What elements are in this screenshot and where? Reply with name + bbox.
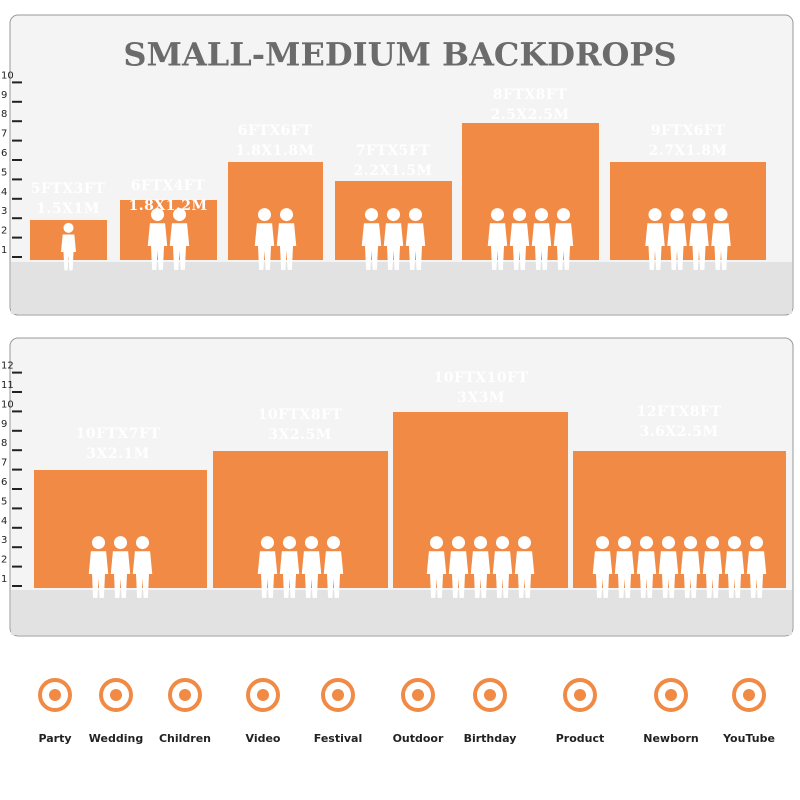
- use-label: Product: [556, 732, 605, 745]
- size-ft: 6FTX6FT: [238, 123, 313, 139]
- use-icon: [99, 678, 133, 712]
- size-m: 1.8X1.8M: [235, 143, 314, 159]
- scale-label: 5: [1, 167, 7, 178]
- scale-label: 6: [1, 148, 7, 159]
- scale-label: 7: [1, 129, 7, 140]
- size-m: 3X2.5M: [268, 427, 331, 443]
- use-label: Children: [159, 732, 211, 745]
- use-icon: [654, 678, 688, 712]
- use-icon-dot: [179, 689, 191, 701]
- scale-label: 8: [1, 438, 7, 449]
- backdrop: [610, 162, 766, 260]
- use-icon: [563, 678, 597, 712]
- floor: [11, 590, 792, 635]
- use-icon-dot: [412, 689, 424, 701]
- scale-label: 6: [1, 477, 7, 488]
- size-m: 1.5X1M: [36, 201, 99, 217]
- use-icon: [38, 678, 72, 712]
- size-ft: 10FTX8FT: [258, 407, 343, 423]
- scale-label: 12: [1, 361, 14, 372]
- use-icon: [401, 678, 435, 712]
- use-label: Video: [246, 732, 281, 745]
- size-m: 2.5X2.5M: [490, 107, 569, 123]
- size-ft: 6FTX4FT: [131, 178, 206, 194]
- scale-label: 11: [1, 380, 14, 391]
- size-ft: 7FTX5FT: [356, 143, 431, 159]
- backdrop: [213, 451, 388, 588]
- scale-label: 4: [1, 516, 7, 527]
- use-icon-dot: [484, 689, 496, 701]
- use-icon-dot: [332, 689, 344, 701]
- size-m: 1.8X1.2M: [128, 198, 207, 214]
- use-icon-dot: [49, 689, 61, 701]
- use-icon-dot: [574, 689, 586, 701]
- content: 123456789105FTX3FT1.5X1M6FTX4FT1.8X1.2M6…: [1, 70, 786, 745]
- size-m: 2.7X1.8M: [648, 143, 727, 159]
- use-icon-dot: [257, 689, 269, 701]
- use-icon-dot: [743, 689, 755, 701]
- size-ft: 5FTX3FT: [31, 181, 106, 197]
- size-ft: 10FTX7FT: [76, 426, 161, 442]
- size-m: 3X2.1M: [86, 446, 149, 462]
- size-m: 2.2X1.5M: [353, 163, 432, 179]
- use-icon-dot: [110, 689, 122, 701]
- scale-label: 5: [1, 496, 7, 507]
- size-ft: 12FTX8FT: [637, 404, 722, 420]
- scale-label: 7: [1, 458, 7, 469]
- scale-label: 2: [1, 555, 7, 566]
- use-icon: [168, 678, 202, 712]
- use-icon: [321, 678, 355, 712]
- use-icon-dot: [665, 689, 677, 701]
- use-icon: [473, 678, 507, 712]
- floor: [11, 262, 792, 314]
- backdrop: [228, 162, 323, 260]
- use-icon: [732, 678, 766, 712]
- use-label: Outdoor: [393, 732, 444, 745]
- title: SMALL-MEDIUM BACKDROPS: [123, 36, 676, 74]
- size-m: 3.6X2.5M: [639, 424, 718, 440]
- scale-label: 9: [1, 90, 7, 101]
- use-label: Festival: [314, 732, 362, 745]
- use-icon: [246, 678, 280, 712]
- scale-label: 4: [1, 187, 7, 198]
- use-label: YouTube: [722, 732, 775, 745]
- scale-label: 8: [1, 109, 7, 120]
- scale-label: 1: [1, 574, 7, 585]
- use-label: Wedding: [89, 732, 143, 745]
- scale-label: 10: [1, 70, 14, 81]
- backdrop: [462, 123, 599, 260]
- scale-label: 1: [1, 245, 7, 256]
- size-ft: 9FTX6FT: [651, 123, 726, 139]
- use-label: Birthday: [464, 732, 517, 745]
- scale-label: 3: [1, 206, 7, 217]
- size-ft: 8FTX8FT: [493, 87, 568, 103]
- scale-label: 9: [1, 419, 7, 430]
- size-ft: 10FTX10FT: [433, 370, 528, 386]
- size-m: 3X3M: [457, 390, 505, 406]
- backdrop: [120, 200, 217, 260]
- scale-label: 3: [1, 535, 7, 546]
- use-label: Party: [38, 732, 71, 745]
- use-label: Newborn: [643, 732, 699, 745]
- scale-label: 10: [1, 399, 14, 410]
- scale-label: 2: [1, 226, 7, 237]
